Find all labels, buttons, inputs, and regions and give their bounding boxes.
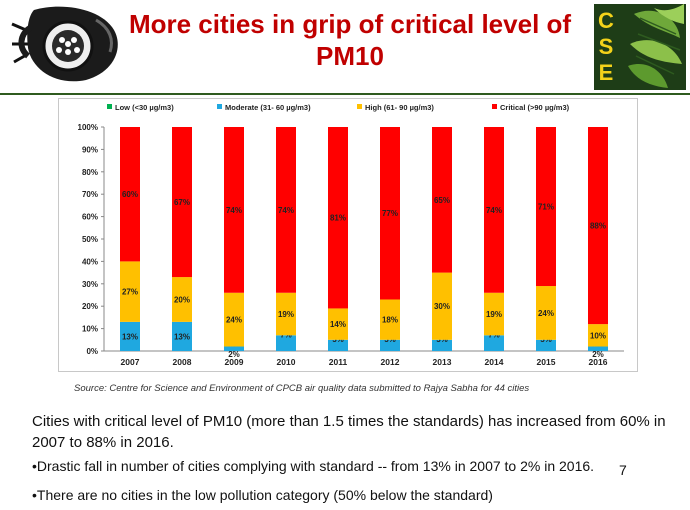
x-tick-label: 2015 — [537, 357, 556, 367]
data-label: 19% — [278, 310, 294, 319]
bar-segment — [380, 339, 400, 351]
bar-segment — [588, 346, 608, 351]
data-label: 74% — [278, 206, 294, 215]
data-label: 13% — [122, 332, 138, 341]
data-label: 14% — [330, 320, 346, 329]
bar-segment — [484, 127, 504, 293]
legend-swatch — [217, 104, 222, 109]
bar-segment — [328, 308, 348, 340]
bar-segment — [172, 277, 192, 322]
legend-swatch — [357, 104, 362, 109]
data-label: 19% — [486, 310, 502, 319]
slide-title: More cities in grip of critical level of… — [128, 9, 572, 71]
x-tick-label: 2012 — [381, 357, 400, 367]
bar-segment — [224, 127, 244, 293]
page-number: 7 — [619, 462, 627, 478]
gas-mask-icon — [6, 4, 126, 84]
bar-segment — [588, 324, 608, 347]
data-label: 2% — [592, 350, 604, 359]
bar-segment — [380, 127, 400, 300]
y-tick-label: 90% — [82, 145, 98, 154]
bullet-compliance: •Drastic fall in number of cities comply… — [32, 458, 595, 474]
bar-segment — [432, 339, 452, 351]
legend-label: Moderate (31- 60 µg/m3) — [225, 103, 311, 112]
bar-segment — [432, 127, 452, 273]
bar-segment — [120, 261, 140, 322]
bar-segment — [380, 299, 400, 340]
cse-leaf-logo: C S E — [594, 4, 686, 90]
y-tick-label: 40% — [82, 257, 98, 266]
y-tick-label: 0% — [86, 347, 98, 356]
data-label: 30% — [434, 302, 450, 311]
data-label: 74% — [486, 206, 502, 215]
data-label: 10% — [590, 331, 606, 340]
x-tick-label: 2009 — [225, 357, 244, 367]
legend-swatch — [107, 104, 112, 109]
y-tick-label: 20% — [82, 302, 98, 311]
legend-label: High (61- 90 µg/m3) — [365, 103, 434, 112]
data-label: 24% — [538, 309, 554, 318]
y-tick-label: 50% — [82, 235, 98, 244]
svg-text:S: S — [599, 34, 614, 59]
x-tick-label: 2013 — [433, 357, 452, 367]
bar-segment — [172, 127, 192, 278]
x-tick-label: 2008 — [173, 357, 192, 367]
data-label: 88% — [590, 222, 606, 231]
data-label: 81% — [330, 214, 346, 223]
y-tick-label: 10% — [82, 325, 98, 334]
legend-swatch — [492, 104, 497, 109]
data-label: 24% — [226, 316, 242, 325]
bar-segment — [276, 292, 296, 336]
bar-segment — [328, 127, 348, 309]
bar-segment — [276, 335, 296, 351]
pm10-stacked-bar-chart: Low (<30 µg/m3) Moderate (31- 60 µg/m3) Hi… — [58, 98, 638, 372]
bar-segment — [484, 335, 504, 351]
data-label: 60% — [122, 190, 138, 199]
legend-label: Low (<30 µg/m3) — [115, 103, 174, 112]
svg-text:E: E — [599, 60, 614, 85]
legend-label: Critical (>90 µg/m3) — [500, 103, 570, 112]
chart-canvas: Low (<30 µg/m3) Moderate (31- 60 µg/m3) Hi… — [78, 103, 624, 367]
summary-paragraph: Cities with critical level of PM10 (more… — [32, 413, 666, 451]
data-label: 2% — [228, 350, 240, 359]
bar-segment — [536, 286, 556, 340]
bar-segment — [328, 339, 348, 351]
y-tick-label: 60% — [82, 213, 98, 222]
y-tick-label: 100% — [78, 123, 98, 132]
bar-segment — [432, 272, 452, 340]
y-tick-label: 80% — [82, 168, 98, 177]
data-label: 67% — [174, 198, 190, 207]
data-label: 71% — [538, 203, 554, 212]
data-label: 18% — [382, 316, 398, 325]
data-label: 20% — [174, 295, 190, 304]
data-label: 13% — [174, 332, 190, 341]
bullet-low-category: •There are no cities in the low pollutio… — [32, 487, 493, 503]
x-tick-label: 2016 — [589, 357, 608, 367]
data-label: 77% — [382, 209, 398, 218]
x-tick-label: 2011 — [329, 357, 348, 367]
bar-segment — [276, 127, 296, 293]
y-tick-label: 70% — [82, 190, 98, 199]
x-tick-label: 2007 — [121, 357, 140, 367]
data-label: 65% — [434, 196, 450, 205]
bar-segment — [536, 127, 556, 287]
svg-text:C: C — [598, 8, 614, 33]
bar-segment — [224, 292, 244, 347]
bar-segment — [224, 346, 244, 351]
bar-segment — [120, 127, 140, 262]
data-label: 74% — [226, 206, 242, 215]
bar-segment — [120, 321, 140, 351]
x-tick-label: 2014 — [485, 357, 504, 367]
header-divider — [0, 93, 690, 95]
bar-segment — [536, 339, 556, 351]
bar-segment — [172, 321, 192, 351]
y-tick-label: 30% — [82, 280, 98, 289]
source-note: Source: Centre for Science and Environme… — [74, 383, 530, 394]
bar-segment — [588, 127, 608, 325]
x-tick-label: 2010 — [277, 357, 296, 367]
data-label: 27% — [122, 288, 138, 297]
bar-segment — [484, 292, 504, 336]
